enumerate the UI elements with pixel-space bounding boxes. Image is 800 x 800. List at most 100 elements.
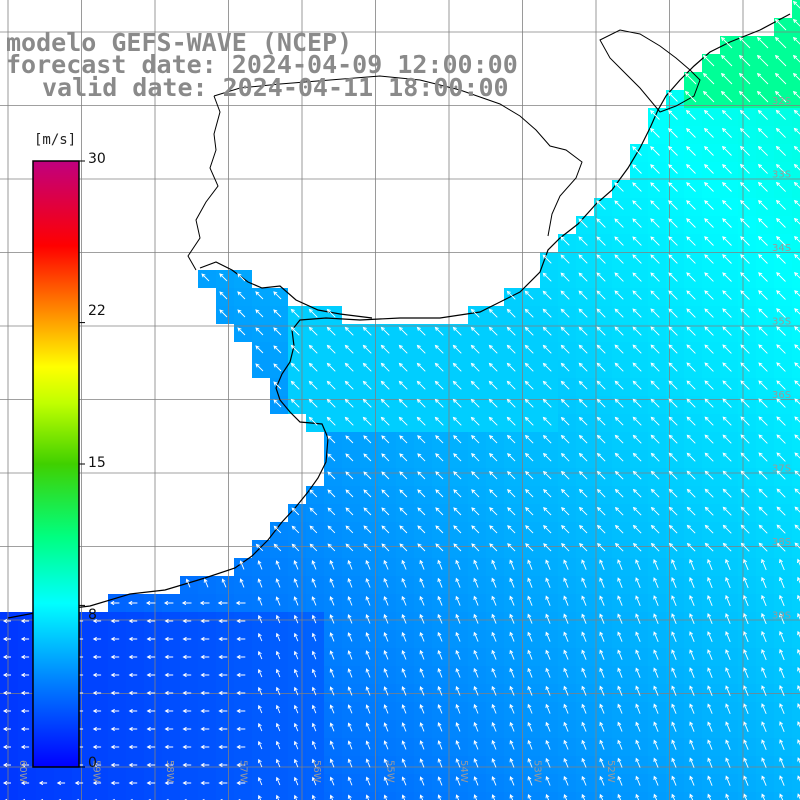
wind-arrow — [740, 506, 750, 516]
wind-arrow — [738, 72, 751, 85]
wind-arrow — [740, 452, 750, 462]
wind-arrow — [650, 506, 660, 516]
wind-arrow — [704, 452, 714, 462]
wind-arrow — [488, 308, 498, 318]
wind-arrow — [632, 452, 642, 462]
wind-arrow — [525, 489, 534, 498]
wind-arrow — [650, 344, 660, 354]
speed-cell — [792, 666, 800, 684]
wind-arrow — [650, 272, 660, 282]
wind-arrow — [110, 762, 120, 768]
wind-arrow — [704, 488, 714, 498]
wind-arrow — [219, 273, 228, 282]
wind-arrow — [362, 362, 372, 372]
speed-cell — [702, 792, 720, 800]
wind-arrow — [650, 146, 660, 156]
wind-arrow — [257, 704, 263, 714]
wind-arrow — [578, 488, 588, 498]
wind-arrow — [650, 236, 660, 246]
wind-arrow — [761, 775, 767, 786]
wind-arrow — [776, 254, 786, 264]
wind-arrow — [453, 435, 462, 444]
wind-arrow — [2, 618, 11, 624]
wind-arrow — [257, 578, 263, 588]
wind-arrow — [650, 434, 660, 444]
wind-arrow — [614, 272, 624, 282]
wind-arrow — [704, 326, 714, 336]
wind-arrow — [311, 596, 317, 606]
wind-arrow — [779, 793, 784, 800]
wind-arrow — [792, 90, 800, 99]
wind-arrow — [758, 506, 768, 516]
wind-arrow — [779, 630, 785, 643]
wind-arrow — [775, 109, 786, 120]
wind-arrow — [545, 721, 551, 732]
wind-arrow — [365, 758, 371, 768]
wind-arrow — [218, 636, 228, 642]
wind-arrow — [707, 667, 713, 678]
wind-arrow — [761, 793, 766, 800]
wind-arrow — [200, 762, 210, 768]
wind-arrow — [653, 739, 659, 750]
wind-arrow — [740, 218, 750, 228]
wind-arrow — [542, 416, 552, 426]
wind-arrow — [617, 577, 623, 588]
wind-arrow — [542, 362, 552, 372]
wind-arrow — [704, 308, 714, 318]
wind-arrow — [632, 506, 642, 516]
wind-arrow — [311, 776, 317, 786]
wind-arrow — [2, 726, 11, 732]
wind-arrow — [707, 613, 713, 624]
wind-arrow — [653, 775, 659, 786]
wind-arrow — [275, 614, 281, 624]
wind-arrow — [380, 326, 390, 336]
speed-cell — [792, 486, 800, 504]
wind-arrow — [455, 631, 461, 642]
wind-arrow — [419, 794, 424, 800]
wind-arrow — [668, 488, 678, 498]
wind-arrow — [329, 650, 335, 660]
wind-arrow — [599, 721, 605, 732]
wind-arrow — [311, 578, 317, 588]
wind-arrow — [757, 109, 768, 120]
wind-arrow — [128, 744, 138, 750]
wind-arrow — [181, 600, 192, 606]
speed-cell — [792, 216, 800, 234]
wind-arrow — [722, 164, 732, 174]
wind-arrow — [686, 362, 696, 372]
lat-label: 38S — [772, 537, 791, 548]
wind-arrow — [775, 127, 786, 138]
wind-arrow — [614, 344, 624, 354]
wind-arrow — [509, 667, 515, 678]
wind-arrow — [381, 453, 390, 462]
wind-arrow — [381, 507, 390, 516]
wind-arrow — [110, 780, 120, 786]
wind-arrow — [542, 434, 552, 444]
wind-arrow — [2, 672, 11, 678]
wind-arrow — [776, 452, 786, 462]
speed-cell — [612, 792, 630, 800]
wind-arrow — [775, 199, 786, 210]
colorbar-gradient — [32, 160, 80, 768]
wind-arrow — [596, 272, 606, 282]
wind-arrow — [275, 776, 281, 786]
wind-arrow — [524, 344, 534, 354]
wind-arrow — [686, 434, 696, 444]
wind-arrow — [275, 596, 281, 606]
wind-arrow — [560, 434, 570, 444]
wind-arrow — [509, 703, 515, 714]
wind-arrow — [707, 685, 713, 696]
wind-arrow — [20, 690, 30, 696]
wind-arrow — [311, 650, 317, 660]
wind-arrow — [182, 762, 192, 768]
wind-arrow — [776, 218, 786, 228]
lon-label: 56W — [311, 760, 322, 783]
wind-arrow — [578, 308, 588, 318]
wind-arrow — [182, 618, 192, 624]
wind-arrow — [756, 90, 769, 103]
wind-arrow — [686, 488, 696, 498]
wind-arrow — [293, 650, 299, 660]
wind-arrow — [345, 489, 354, 498]
wind-arrow — [671, 757, 677, 768]
wind-arrow — [725, 757, 731, 768]
